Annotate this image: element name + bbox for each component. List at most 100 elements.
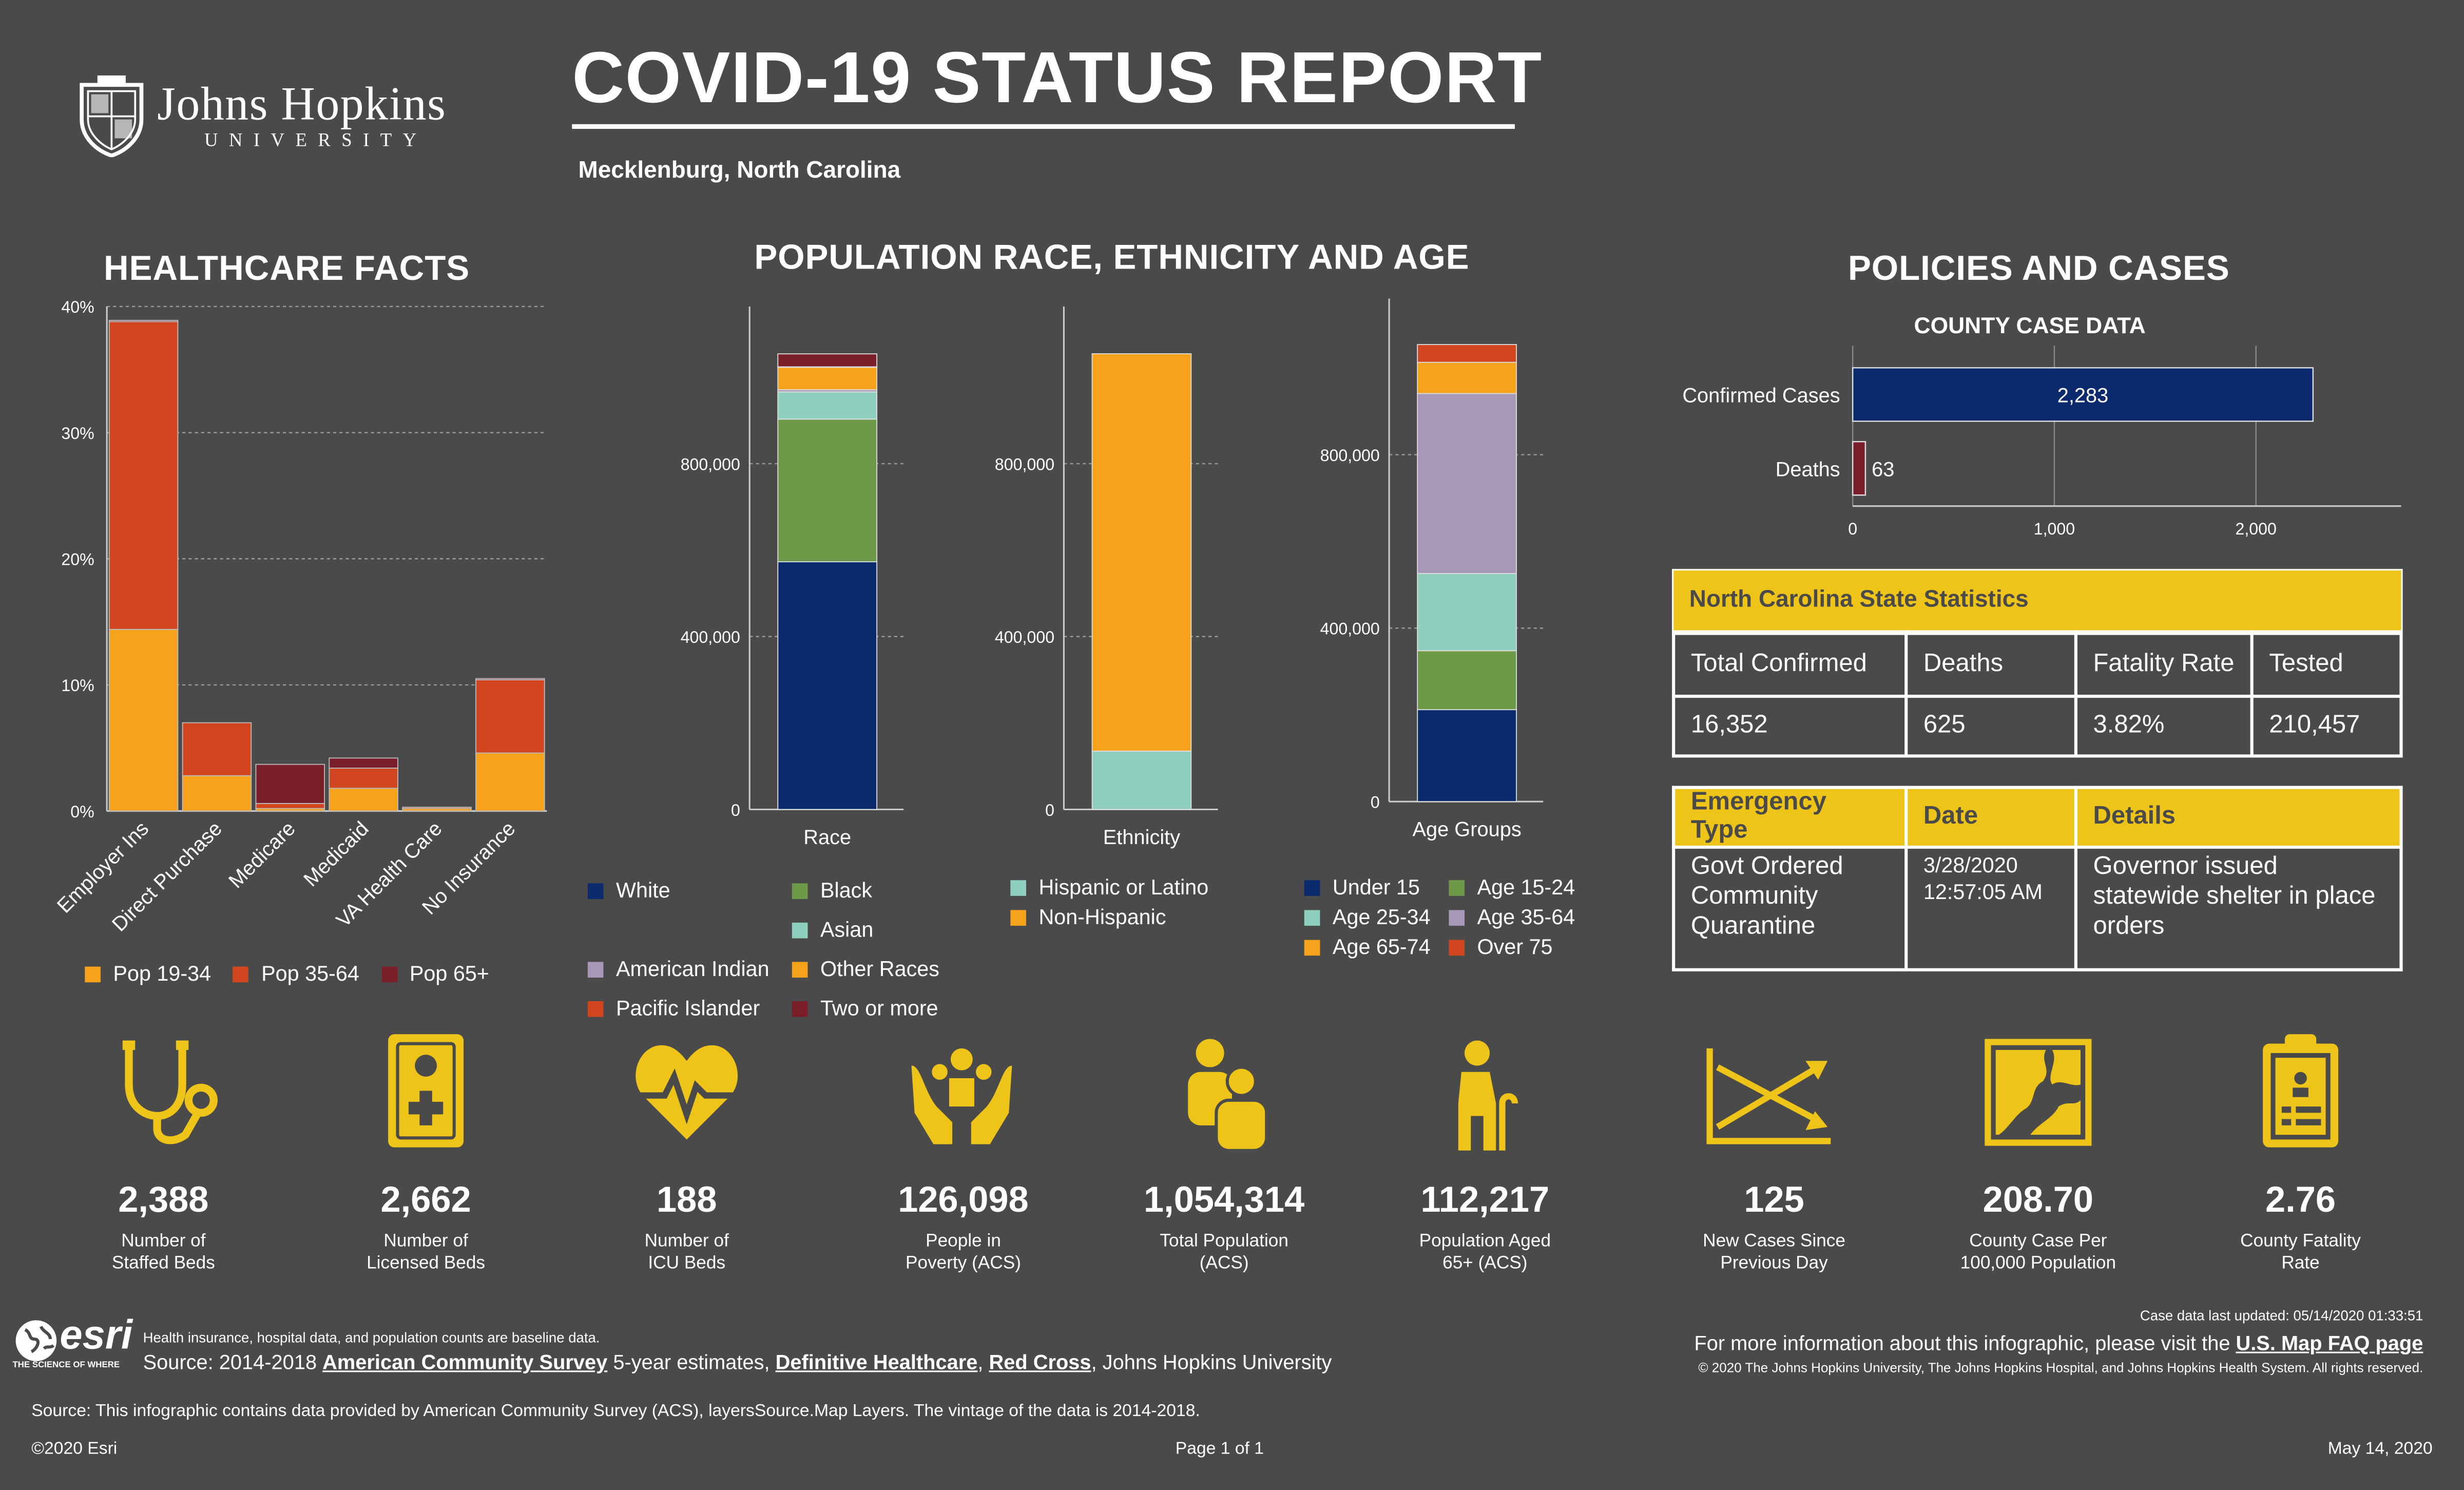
- bar-segment: [777, 418, 878, 563]
- legend-label: Age 25-34: [1332, 905, 1431, 929]
- bar-segment: [108, 628, 179, 812]
- kpi-label-line1: New Cases Since: [1703, 1232, 1845, 1251]
- bar-segment: [1091, 750, 1192, 810]
- legend-swatch: [587, 882, 604, 899]
- source-line: Source: 2014-2018 American Community Sur…: [143, 1350, 1332, 1374]
- bar-segment: [777, 391, 878, 420]
- acs-link[interactable]: American Community Survey: [322, 1350, 608, 1374]
- x-tick-label: Medicare: [224, 817, 300, 893]
- kpi-value: 1,054,314: [1144, 1178, 1305, 1220]
- bar-segment: [1417, 709, 1517, 803]
- legend-label: Pop 65+: [409, 962, 489, 986]
- bar-segment: [475, 752, 545, 812]
- legend-label: Hispanic or Latino: [1038, 875, 1209, 900]
- policies-title: POLICIES AND CASES: [1847, 248, 2230, 288]
- kpi-value: 2,662: [380, 1178, 471, 1220]
- org-name: Johns Hopkins: [157, 79, 447, 131]
- kpi-label-line2: Poverty (ACS): [906, 1254, 1022, 1273]
- legend-non-hispanic: Non-Hispanic: [1010, 905, 1208, 929]
- value-tested: 210,457: [2250, 695, 2403, 758]
- state-stats-table: Total Confirmed Deaths Fatality Rate Tes…: [1672, 632, 2403, 758]
- legend-swatch: [381, 966, 397, 982]
- kpi-label-line1: Number of: [121, 1232, 206, 1251]
- kpi-label-line1: People in: [926, 1232, 1001, 1251]
- bar-segment: [1417, 361, 1517, 394]
- header-deaths: Deaths: [1904, 632, 2077, 698]
- healthcare-title: HEALTHCARE FACTS: [104, 248, 470, 288]
- source-note: Source: This infographic contains data p…: [31, 1402, 1200, 1421]
- jhu-shield-logo: [75, 75, 148, 158]
- kpi-fatality-rate: 2.76 County Fatality Rate: [2199, 1179, 2403, 1275]
- bar-segment: [1417, 573, 1517, 652]
- hands-people-icon: [911, 1048, 1012, 1144]
- legend-swatch: [85, 966, 101, 982]
- kpi-label: Number of Licensed Beds: [324, 1231, 528, 1275]
- kpi-label-line2: Previous Day: [1720, 1254, 1828, 1273]
- legend-swatch: [792, 922, 808, 938]
- elderly-person-icon: [1458, 1040, 1518, 1151]
- header-emergency-type: Emergency Type: [1672, 786, 1908, 849]
- legend-swatch: [792, 882, 808, 899]
- legend-swatch: [587, 1000, 604, 1017]
- y-tick-label: 800,000: [995, 455, 1054, 473]
- healthcare-legend: Pop 19-34 Pop 35-64 Pop 65+: [85, 962, 489, 985]
- emergency-header-row: Emergency Type Date Details: [1672, 786, 2403, 849]
- legend-label: Age 35-64: [1477, 905, 1575, 929]
- definitive-link[interactable]: Definitive Healthcare: [775, 1350, 978, 1374]
- county-case-chart: 0 1,000 2,000 Confirmed Cases 2,283 Deaths 63: [1682, 346, 2401, 538]
- legend-white: White: [587, 878, 792, 903]
- kpi-label: County Fatality Rate: [2199, 1231, 2403, 1275]
- state-stats-value-row: 16,352 625 3.82% 210,457: [1672, 695, 2403, 758]
- more-info-text: For more information about this infograp…: [1694, 1331, 2236, 1355]
- value-total-confirmed: 16,352: [1672, 695, 1908, 758]
- kpi-value: 125: [1744, 1178, 1804, 1220]
- kpi-label-line1: Number of: [644, 1232, 729, 1251]
- emergency-row: Govt Ordered Community Quarantine 3/28/2…: [1672, 845, 2403, 971]
- legend-black: Black: [792, 878, 965, 902]
- source-jhu: , Johns Hopkins University: [1091, 1350, 1332, 1374]
- legend-label: White: [615, 878, 670, 903]
- legend-label: Over 75: [1477, 935, 1553, 959]
- legend-label: Black: [820, 878, 873, 903]
- kpi-label: People in Poverty (ACS): [861, 1231, 1066, 1275]
- red-cross-link[interactable]: Red Cross: [989, 1350, 1091, 1374]
- category-label: Deaths: [1776, 459, 1840, 481]
- kpi-population-65: 112,217 Population Aged 65+ (ACS): [1383, 1179, 1587, 1275]
- kpi-label-line1: Total Population: [1160, 1232, 1288, 1251]
- header-details: Details: [2074, 786, 2403, 849]
- people-icon: [1188, 1039, 1267, 1151]
- age-chart: 0 400,000 800,000 Age Groups: [1320, 298, 1544, 841]
- header-date: Date: [1904, 786, 2077, 849]
- legend-under-15: Under 15: [1304, 875, 1449, 899]
- y-tick-label: 0: [731, 801, 740, 819]
- emergency-table: Emergency Type Date Details Govt Ordered…: [1672, 786, 2403, 971]
- legend-over-75: Over 75: [1449, 935, 1606, 959]
- bar-segment: [255, 763, 325, 804]
- kpi-licensed-beds: 2,662 Number of Licensed Beds: [324, 1179, 528, 1275]
- legend-pop-65: Pop 65+: [381, 962, 489, 985]
- legend-asian: Asian: [792, 918, 965, 942]
- kpi-value: 126,098: [898, 1178, 1029, 1220]
- bar-segment: [182, 775, 252, 812]
- value-fatality-rate: 3.82%: [2074, 695, 2254, 758]
- county-case-title: COUNTY CASE DATA: [1914, 314, 2146, 340]
- bar-segment: [475, 679, 545, 754]
- faq-link[interactable]: U.S. Map FAQ page: [2236, 1331, 2423, 1355]
- ethnicity-chart: 0 400,000 800,000 Ethnicity: [995, 306, 1218, 849]
- bar-segment: [777, 561, 878, 810]
- legend-swatch: [233, 966, 249, 982]
- data-label: 63: [1872, 459, 1894, 481]
- legend-swatch: [1304, 939, 1320, 955]
- kpi-label: Population Aged 65+ (ACS): [1383, 1231, 1587, 1275]
- legend-age-25-34: Age 25-34: [1304, 905, 1449, 929]
- bar: [1852, 367, 2314, 422]
- kpi-label: Number of Staffed Beds: [61, 1231, 265, 1275]
- hospital-bed-icon: [388, 1034, 464, 1148]
- clipboard-icon: [2263, 1034, 2339, 1148]
- legend-label: Pop 35-64: [261, 962, 359, 986]
- kpi-label-line2: 100,000 Population: [1960, 1254, 2116, 1273]
- state-stats-title: North Carolina State Statistics: [1672, 569, 2403, 632]
- location: Mecklenburg, North Carolina: [578, 157, 901, 184]
- legend-age-35-64: Age 35-64: [1449, 905, 1606, 929]
